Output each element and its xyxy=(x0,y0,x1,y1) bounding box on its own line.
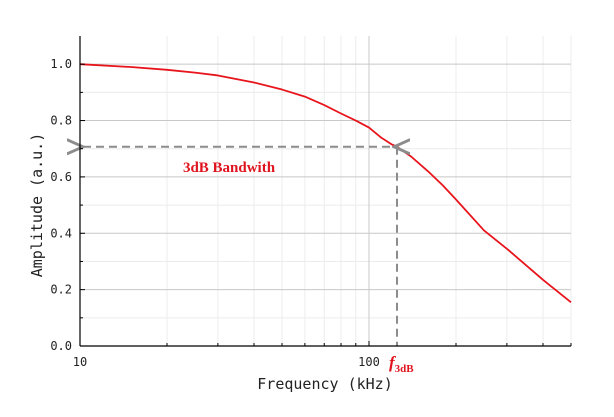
y-tick-label: 0.0 xyxy=(50,339,72,353)
y-tick-label: 1.0 xyxy=(50,57,72,71)
y-tick-label: 0.4 xyxy=(50,226,72,240)
x-tick-label: 100 xyxy=(358,355,380,369)
axes xyxy=(79,36,572,347)
x-axis-label: Frequency (kHz) xyxy=(257,375,392,393)
y-tick-label: 0.2 xyxy=(50,283,72,297)
cutoff-frequency-label: f3dB xyxy=(389,353,414,375)
grid xyxy=(80,36,572,346)
cutoff-f-symbol: f xyxy=(389,353,397,372)
y-axis-label: Amplitude (a.u.) xyxy=(28,133,46,278)
response-curve xyxy=(79,63,572,304)
y-tick-label: 0.6 xyxy=(50,170,72,184)
annotations xyxy=(83,147,397,346)
y-tick-label: 0.8 xyxy=(50,114,72,128)
cutoff-subscript: 3dB xyxy=(395,363,415,375)
tick-labels: 0.0 0.2 0.4 0.6 0.8 1.0 10 100 xyxy=(50,57,380,369)
series-layer xyxy=(79,63,572,304)
x-tick-label: 10 xyxy=(73,355,87,369)
bandwidth-annotation: 3dB Bandwith xyxy=(183,160,276,176)
